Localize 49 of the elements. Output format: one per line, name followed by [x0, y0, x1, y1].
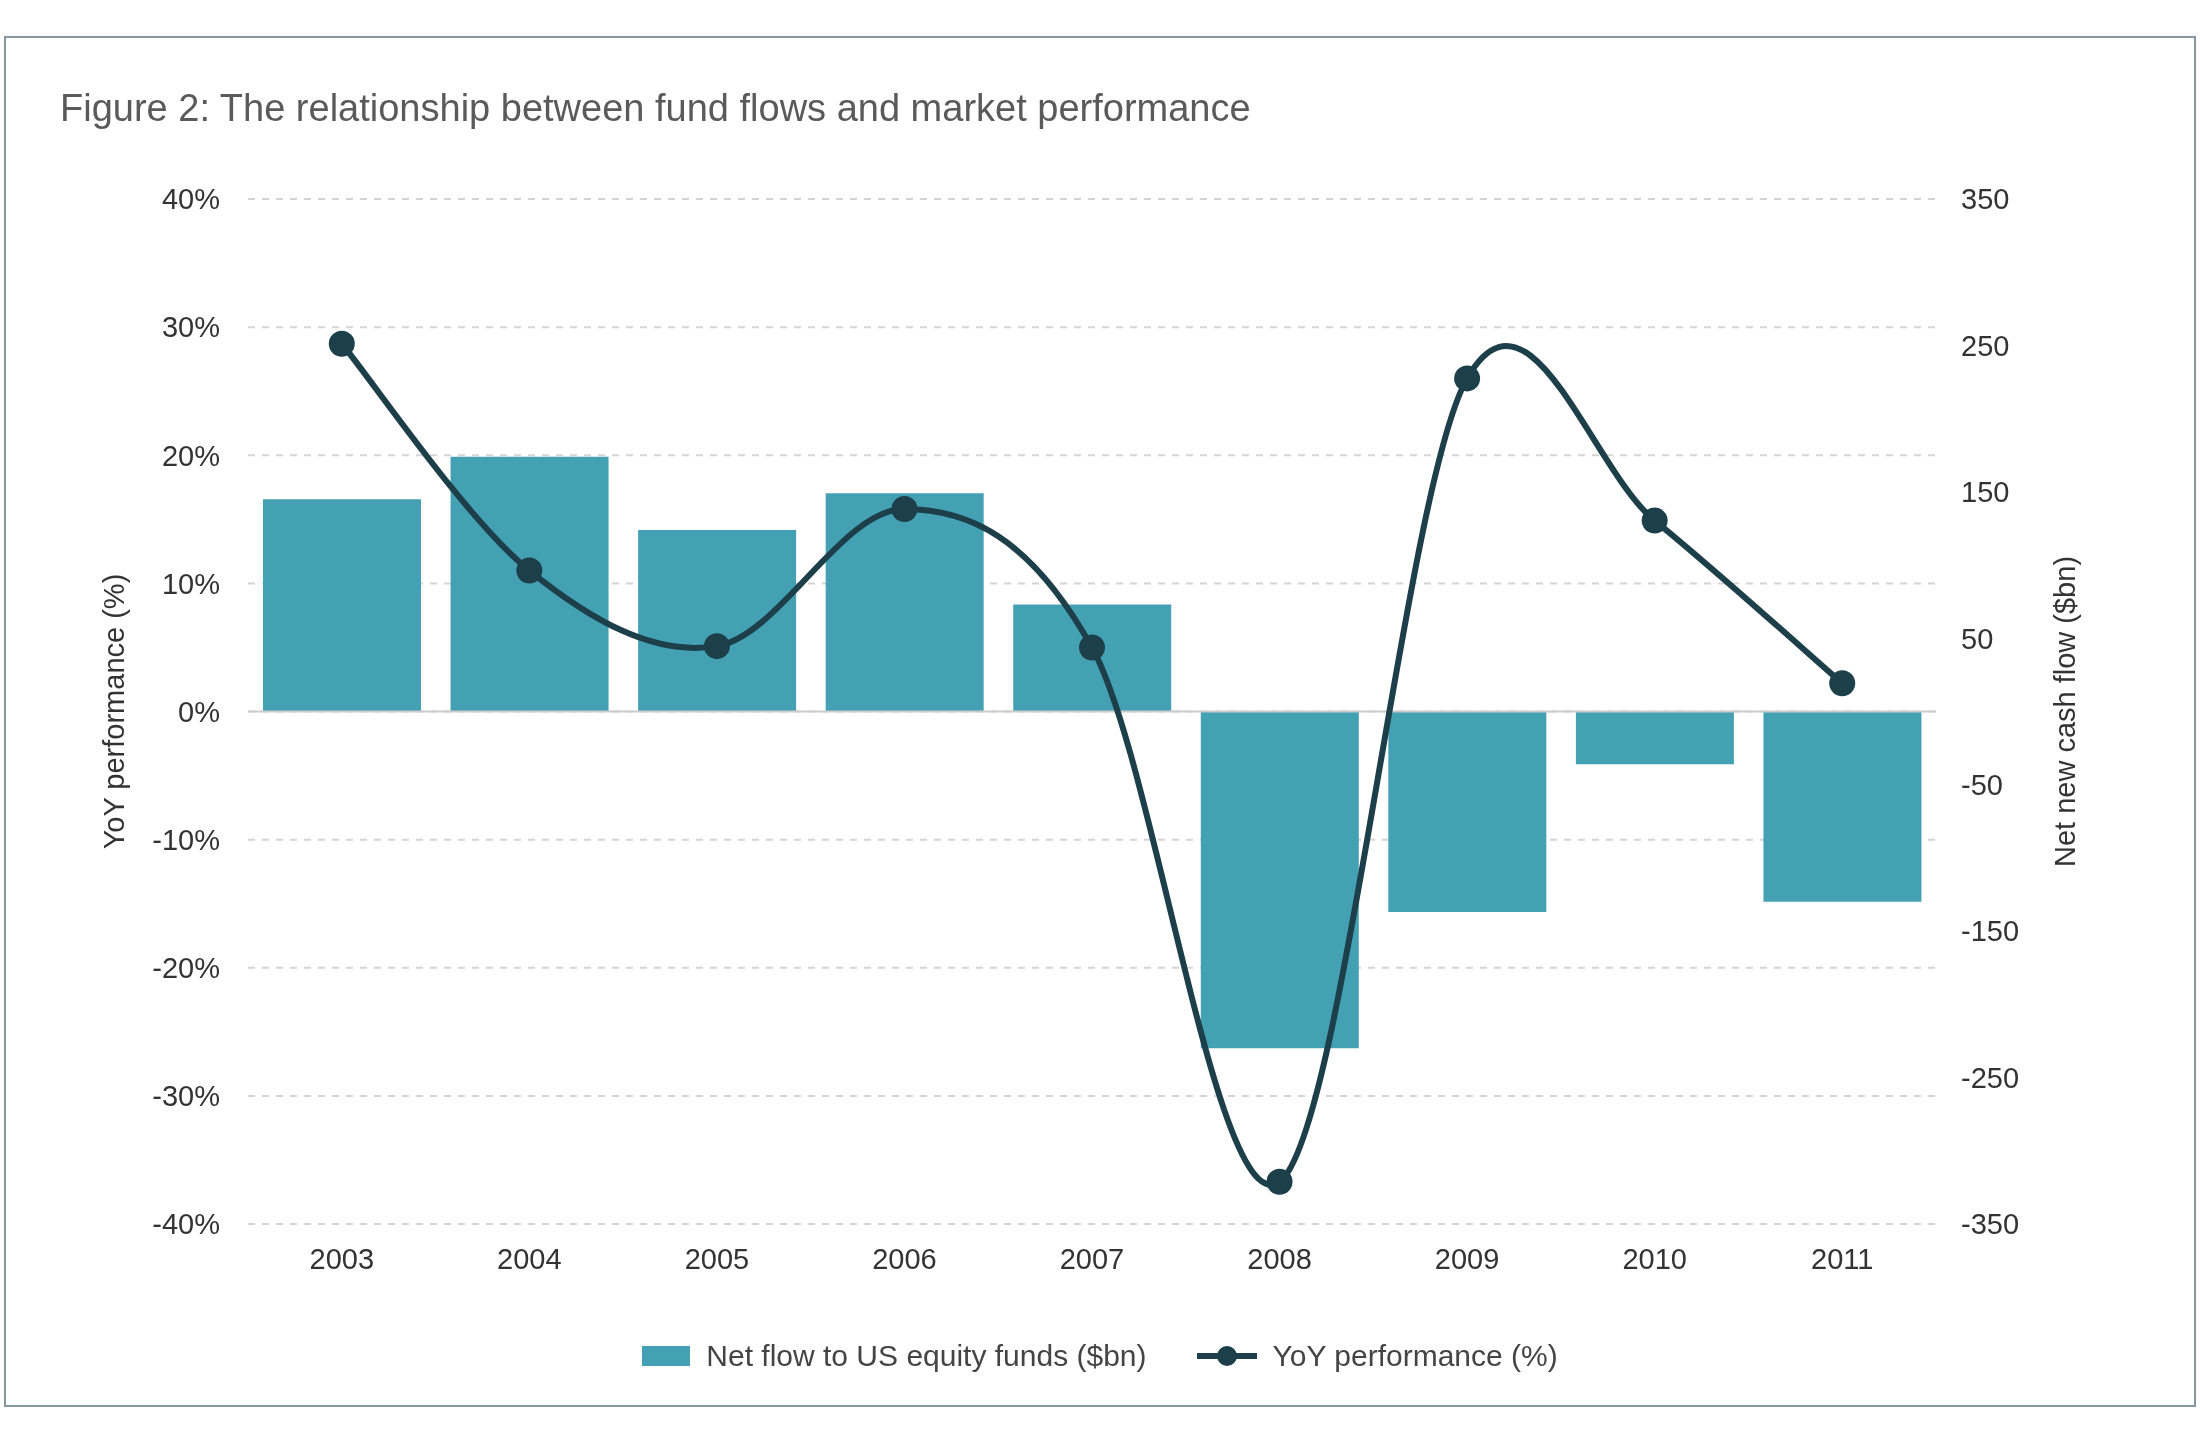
x-tick-label: 2006	[872, 1242, 937, 1275]
bar	[1013, 604, 1172, 712]
point	[1454, 365, 1481, 392]
bar	[1388, 711, 1547, 913]
bar	[450, 456, 609, 712]
legend-label: YoY performance (%)	[1272, 1339, 1558, 1373]
x-tick-label: 2005	[684, 1242, 750, 1275]
y-tick-label: 10%	[161, 567, 220, 600]
x-tick-label: 2007	[1059, 1242, 1125, 1275]
y-tick-label: -30%	[152, 1080, 220, 1113]
y-tick-label: 30%	[161, 311, 220, 344]
x-tick-label: 2009	[1434, 1242, 1500, 1275]
bar	[825, 493, 984, 712]
bar	[638, 529, 797, 712]
point	[703, 633, 730, 660]
point	[1641, 507, 1668, 534]
y2-axis-title: Net new cash flow ($bn)	[2049, 555, 2081, 868]
y-tick-label: 20%	[161, 439, 220, 472]
y2-tick-label: -250	[1961, 1061, 2020, 1094]
x-tick-label: 2011	[1811, 1242, 1874, 1275]
bar	[1763, 711, 1922, 902]
y2-tick-label: -150	[1961, 915, 2020, 948]
chart-title: Figure 2: The relationship between fund flows and market performance	[60, 86, 1251, 131]
point	[1266, 1168, 1293, 1195]
point	[516, 557, 543, 584]
y-tick-label: -20%	[152, 952, 220, 985]
y-tick-label: 0%	[178, 695, 220, 728]
point	[1079, 634, 1105, 661]
x-tick-label: 2003	[309, 1242, 375, 1275]
bar	[263, 499, 421, 712]
bar	[1200, 711, 1359, 1049]
y-tick-label: 40%	[161, 183, 220, 216]
bar	[1575, 711, 1734, 765]
x-tick-label: 2004	[497, 1242, 562, 1275]
legend-label: Net flow to US equity funds ($bn)	[706, 1339, 1147, 1373]
y-tick-label: -10%	[152, 823, 220, 856]
y-axis-title: YoY performance (%)	[98, 573, 130, 850]
y2-tick-label: -350	[1961, 1208, 2020, 1241]
y2-tick-label: 150	[1961, 476, 2010, 509]
x-tick-label: 2008	[1247, 1242, 1312, 1275]
y2-tick-label: 250	[1961, 329, 2010, 362]
point	[1829, 670, 1856, 697]
y2-tick-label: -50	[1961, 769, 2003, 802]
y2-tick-label: 350	[1961, 183, 2010, 216]
point	[328, 330, 355, 357]
y-tick-label: -40%	[152, 1208, 220, 1241]
x-tick-label: 2010	[1622, 1242, 1687, 1275]
y2-tick-label: 50	[1961, 622, 1994, 655]
point	[891, 496, 918, 523]
